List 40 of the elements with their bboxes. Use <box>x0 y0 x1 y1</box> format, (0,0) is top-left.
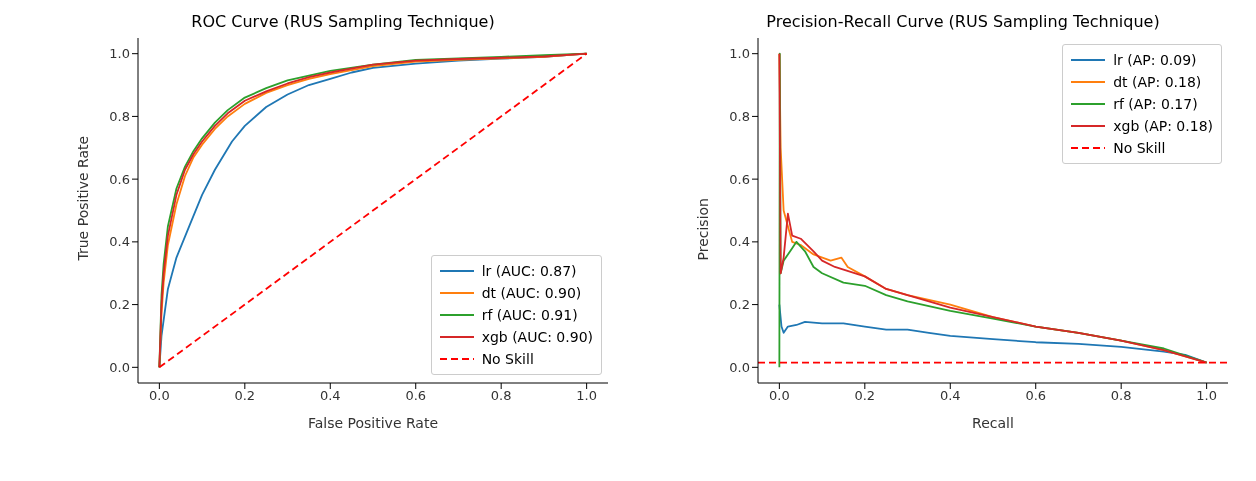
chart-title: ROC Curve (RUS Sampling Technique) <box>190 12 496 31</box>
legend-label: rf (AP: 0.17) <box>1113 95 1198 114</box>
y-tick-label: 0.4 <box>109 234 130 250</box>
x-tick-label: 0.4 <box>319 388 341 404</box>
chart-title: Precision-Recall Curve (RUS Sampling Technique) <box>765 12 1161 31</box>
x-axis-title: Recall <box>972 415 1014 431</box>
x-tick-label: 0.4 <box>939 388 961 404</box>
legend-label: lr (AP: 0.09) <box>1113 51 1197 70</box>
y-tick-label: 0.6 <box>109 171 130 187</box>
legend-label: xgb (AUC: 0.90) <box>481 328 593 347</box>
y-tick-label: 0.4 <box>729 234 750 250</box>
y-tick-label: 0.0 <box>729 359 750 375</box>
y-axis-title: Precision <box>694 198 711 261</box>
x-tick-label: 0.8 <box>1110 388 1132 404</box>
legend-label: No Skill <box>481 350 534 369</box>
legend-label: rf (AUC: 0.91) <box>481 306 578 325</box>
legend-label: lr (AUC: 0.87) <box>481 262 577 281</box>
y-tick-label: 0.8 <box>729 109 750 125</box>
x-tick-label: 0.6 <box>405 388 427 404</box>
legend-label: xgb (AP: 0.18) <box>1113 117 1213 136</box>
legend-label: No Skill <box>1113 139 1166 158</box>
x-tick-label: 0.8 <box>490 388 512 404</box>
x-tick-label: 0.0 <box>769 388 790 404</box>
x-tick-label: 0.2 <box>234 388 256 404</box>
y-axis-title: True Positive Rate <box>74 135 91 262</box>
x-tick-label: 1.0 <box>576 388 597 404</box>
legend-label: dt (AP: 0.18) <box>1113 73 1202 92</box>
x-axis-title: False Positive Rate <box>307 415 439 431</box>
y-tick-label: 0.2 <box>109 297 130 313</box>
y-tick-label: 0.0 <box>109 359 130 375</box>
x-tick-label: 0.2 <box>854 388 876 404</box>
x-tick-label: 1.0 <box>1196 388 1217 404</box>
x-tick-label: 0.0 <box>149 388 170 404</box>
y-tick-label: 1.0 <box>729 46 750 62</box>
legend-label: dt (AUC: 0.90) <box>481 284 582 303</box>
y-tick-label: 0.8 <box>109 109 130 125</box>
x-tick-label: 0.6 <box>1025 388 1047 404</box>
y-tick-label: 0.6 <box>729 171 750 187</box>
y-tick-label: 0.2 <box>729 297 750 313</box>
y-tick-label: 1.0 <box>109 46 130 62</box>
